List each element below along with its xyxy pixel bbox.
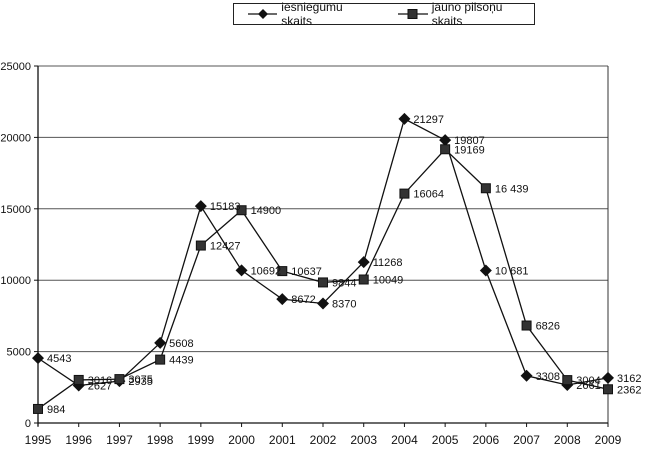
chart-legend: iesniegumu skaits jauno pilsoņu skaits bbox=[233, 0, 535, 28]
data-label: 9844 bbox=[332, 277, 356, 289]
x-tick-label: 1996 bbox=[65, 433, 92, 447]
diamond-marker bbox=[154, 336, 167, 349]
x-tick-label: 2006 bbox=[473, 433, 500, 447]
square-marker bbox=[562, 375, 573, 386]
legend-item-applications: iesniegumu skaits bbox=[248, 0, 374, 28]
data-label: 6826 bbox=[536, 321, 560, 333]
diamond-marker bbox=[32, 352, 44, 365]
diamond-marker bbox=[398, 112, 411, 125]
x-tick-label: 1995 bbox=[25, 433, 52, 447]
x-tick-label: 2005 bbox=[432, 433, 459, 447]
axes: 0 5000 10000 15000 20000 25000 1995 1996 1997 199… bbox=[0, 61, 621, 447]
data-label: 12427 bbox=[210, 241, 241, 253]
y-tick-label: 5000 bbox=[7, 347, 31, 359]
data-label: 984 bbox=[47, 404, 65, 416]
data-label: 3004 bbox=[576, 375, 600, 387]
diamond-marker bbox=[479, 264, 492, 277]
diamond-marker-icon bbox=[248, 9, 278, 19]
square-marker bbox=[114, 374, 125, 385]
y-tick-label: 10000 bbox=[0, 275, 31, 287]
data-label: 15183 bbox=[210, 201, 241, 213]
data-label: 3308 bbox=[536, 371, 560, 383]
data-label: 10049 bbox=[373, 275, 404, 287]
x-tick-label: 2009 bbox=[595, 433, 622, 447]
data-label: 3075 bbox=[128, 374, 152, 386]
data-label: 4439 bbox=[169, 355, 193, 367]
diamond-marker bbox=[357, 256, 370, 269]
data-label: 16064 bbox=[413, 189, 444, 201]
data-label: 2935 bbox=[128, 376, 152, 388]
data-label: 3016 bbox=[88, 375, 112, 387]
data-label: 10 681 bbox=[495, 265, 529, 277]
data-label: 14900 bbox=[251, 205, 282, 217]
x-tick-label: 2002 bbox=[310, 433, 337, 447]
x-tick-label: 2001 bbox=[269, 433, 296, 447]
data-label: 16 439 bbox=[495, 183, 529, 195]
legend-label: iesniegumu skaits bbox=[281, 0, 343, 28]
square-marker bbox=[33, 403, 43, 414]
square-marker bbox=[318, 277, 328, 288]
y-tick-label: 25000 bbox=[0, 61, 31, 73]
data-label: 21297 bbox=[413, 114, 444, 126]
data-label: 8672 bbox=[291, 294, 315, 306]
y-tick-label: 20000 bbox=[0, 132, 31, 144]
data-label: 10637 bbox=[291, 266, 322, 278]
y-tick-label: 0 bbox=[25, 418, 31, 430]
data-label: 5608 bbox=[169, 338, 193, 350]
square-marker bbox=[195, 240, 206, 251]
square-marker bbox=[358, 274, 369, 285]
data-label: 8370 bbox=[332, 298, 356, 310]
data-label: 2627 bbox=[88, 380, 112, 392]
x-tick-label: 2000 bbox=[228, 433, 255, 447]
series-line bbox=[37, 117, 609, 387]
diamond-marker bbox=[317, 297, 329, 310]
data-label: 19169 bbox=[454, 144, 485, 156]
legend-item-new-citizens: jauno pilsoņu skaits bbox=[398, 0, 534, 28]
square-marker bbox=[480, 183, 491, 194]
x-tick-label: 2008 bbox=[554, 433, 581, 447]
square-marker bbox=[521, 320, 532, 331]
data-labels: 4543 2627 2935 5608 15183 10692 8672 8370 11268 2… bbox=[47, 114, 641, 416]
legend-label: jauno pilsoņu skaits bbox=[431, 0, 503, 28]
y-tick-label: 15000 bbox=[0, 204, 31, 216]
x-tick-label: 1998 bbox=[147, 433, 174, 447]
data-label: 19807 bbox=[454, 135, 485, 147]
square-marker bbox=[603, 384, 613, 395]
diamond-marker bbox=[276, 293, 289, 306]
square-marker-icon bbox=[398, 9, 428, 19]
data-label: 4543 bbox=[47, 353, 71, 365]
square-marker bbox=[73, 374, 84, 385]
square-marker bbox=[440, 144, 451, 155]
diamond-marker bbox=[235, 264, 248, 277]
diamond-marker bbox=[520, 369, 533, 382]
data-label: 11268 bbox=[373, 257, 403, 269]
gridlines bbox=[38, 65, 609, 423]
x-tick-label: 2003 bbox=[350, 433, 377, 447]
diamond-marker bbox=[194, 200, 207, 213]
series-lines bbox=[32, 112, 614, 414]
square-marker bbox=[236, 205, 247, 216]
x-tick-label: 1999 bbox=[188, 433, 215, 447]
square-marker bbox=[399, 188, 410, 199]
data-label: 2661 bbox=[576, 380, 600, 392]
x-tick-label: 1997 bbox=[106, 433, 133, 447]
x-tick-label: 2004 bbox=[391, 433, 418, 447]
x-tick-label: 2007 bbox=[513, 433, 540, 447]
data-label: 10692 bbox=[251, 265, 282, 277]
data-label: 3162 bbox=[617, 373, 641, 385]
data-label: 2362 bbox=[617, 384, 641, 396]
diamond-marker bbox=[602, 371, 614, 384]
square-marker bbox=[155, 354, 166, 365]
diamond-marker bbox=[439, 134, 452, 147]
square-marker bbox=[277, 266, 288, 277]
